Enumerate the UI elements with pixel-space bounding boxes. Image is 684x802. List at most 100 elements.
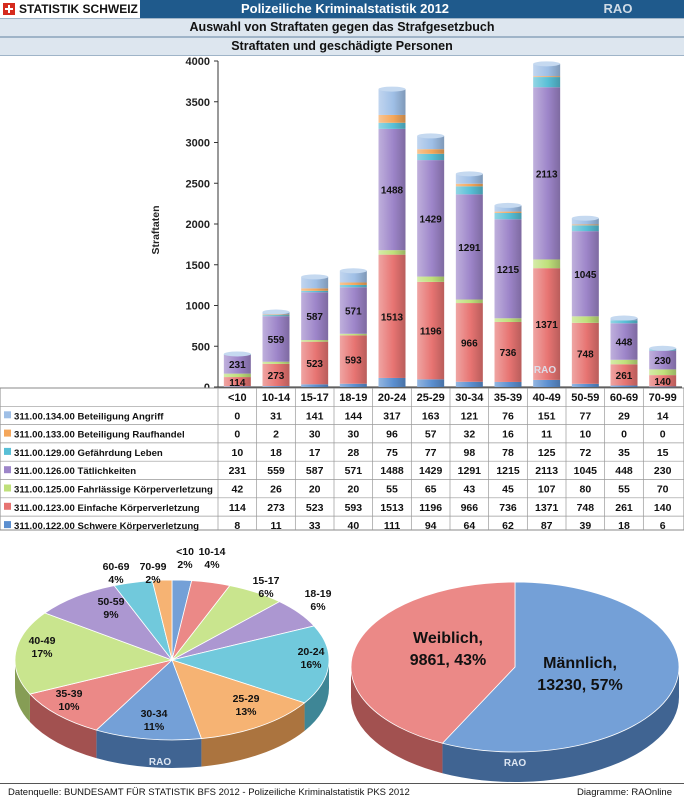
table-cell: 77: [579, 410, 591, 422]
bar-segment: [455, 173, 483, 184]
bar-segment: [301, 341, 329, 385]
bar-segment: [455, 194, 483, 300]
bar-segment: [417, 379, 445, 387]
table-cell: 10: [579, 429, 591, 441]
table-cell: 76: [502, 410, 514, 422]
bar-segment: [223, 386, 251, 387]
bar-segment: [223, 373, 251, 378]
bar-value-label: 559: [268, 335, 285, 346]
table-cell: 77: [425, 447, 437, 459]
pie-slice: [441, 581, 680, 753]
bar-segment: [455, 299, 483, 304]
gender-label: Weiblich,: [413, 630, 483, 647]
bar-cap: [610, 315, 638, 321]
bar-segment: [571, 224, 599, 226]
legend-label: 311.00.125.00 Fahrlässige Körperverletzu…: [14, 485, 213, 496]
x-tick-label: 15-17: [301, 392, 329, 404]
y-tick-label: 2500: [186, 178, 210, 190]
pie-percent: 17%: [31, 648, 53, 660]
table-cell: 736: [499, 502, 517, 514]
pie-percent: 6%: [258, 588, 274, 600]
bar-value-label: 1215: [497, 265, 520, 276]
legend-swatch: [4, 447, 11, 455]
x-tick-label: 60-69: [610, 392, 638, 404]
top-bar: STATISTIK SCHWEIZ Polizeiliche Kriminals…: [0, 0, 684, 18]
bar-segment: [262, 361, 290, 364]
bar-segment: [223, 377, 251, 387]
pie-label: 35-39: [56, 688, 83, 700]
table-cell: 1045: [574, 465, 598, 477]
bar-segment: [378, 89, 406, 115]
table-cell: 151: [538, 410, 556, 422]
bar-segment: [610, 364, 638, 386]
table-cell: 125: [538, 447, 556, 459]
bar-segment: [649, 386, 677, 388]
table-cell: 748: [577, 502, 595, 514]
bar-segment: [455, 186, 483, 195]
subtitle-2: Straftaten und geschädigte Personen: [0, 37, 684, 56]
table-cell: 966: [461, 502, 479, 514]
footer-source: Datenquelle: BUNDESAMT FÜR STATISTIK BFS…: [8, 787, 410, 798]
bar-segment: [533, 77, 561, 88]
bar-value-label: 966: [461, 338, 478, 349]
legend-swatch: [4, 429, 11, 437]
pie-label: 18-19: [305, 588, 332, 600]
bar-segment: [571, 225, 599, 232]
pie-percent: 4%: [204, 559, 220, 571]
table-cell: 64: [463, 520, 475, 532]
table-cell: 1371: [535, 502, 559, 514]
bar-value-label: 1488: [381, 186, 404, 197]
bar-value-label: 593: [345, 356, 362, 367]
table-cell: 72: [579, 447, 591, 459]
bar-segment: [610, 385, 638, 387]
bar-segment: [378, 128, 406, 251]
bar-segment: [378, 254, 406, 378]
swiss-flag-icon: [3, 3, 15, 15]
table-cell: 121: [461, 410, 479, 422]
bar-segment: [610, 320, 638, 324]
table-cell: 96: [386, 429, 398, 441]
x-tick-label: 70-99: [649, 392, 677, 404]
bar-segment: [571, 322, 599, 384]
pie-percent: 4%: [108, 574, 124, 586]
table-cell: 62: [502, 520, 514, 532]
table-cell: 18: [270, 447, 282, 459]
table-cell: 57: [425, 429, 437, 441]
table-cell: 448: [615, 465, 633, 477]
pie-label: 20-24: [298, 646, 325, 658]
table-cell: 70: [657, 484, 669, 496]
bar-cap: [494, 202, 522, 208]
legend-swatch: [4, 466, 11, 474]
bar-cap: [649, 345, 677, 351]
bar-segment: [610, 323, 638, 360]
pie-percent: 16%: [300, 659, 322, 671]
chart-area: 05001000150020002500300035004000Straftat…: [0, 56, 684, 783]
bar-value-label: 2113: [536, 169, 558, 180]
table-cell: 11: [270, 520, 281, 532]
table-cell: 144: [345, 410, 363, 422]
table-cell: 523: [306, 502, 324, 514]
pie-slice: [14, 612, 174, 695]
table-cell: 1291: [458, 465, 482, 477]
y-tick-label: 3000: [186, 138, 210, 150]
x-tick-label: 10-14: [262, 392, 291, 404]
bar-segment: [455, 303, 483, 382]
subtitle-1: Auswahl von Straftaten gegen das Strafge…: [0, 18, 684, 37]
table-cell: 1215: [496, 465, 520, 477]
table-cell: 8: [234, 520, 240, 532]
bar-value-label: 1045: [574, 270, 597, 281]
y-axis-label: Straftaten: [150, 205, 162, 254]
bar-segment: [649, 350, 677, 370]
gender-value: 13230, 57%: [537, 677, 622, 694]
table-cell: 2: [273, 429, 279, 441]
table-cell: 65: [425, 484, 437, 496]
bar-segment: [494, 205, 522, 212]
legend-label: 311.00.134.00 Beteiligung Angriff: [14, 411, 164, 422]
table-cell: 17: [309, 447, 321, 459]
pie-slice-side: [29, 694, 97, 759]
table-cell: 163: [422, 410, 440, 422]
bar-value-label: 231: [229, 360, 246, 371]
x-tick-label: 35-39: [494, 392, 522, 404]
legend-swatch: [4, 521, 11, 529]
rao-label: RAO: [603, 1, 633, 16]
